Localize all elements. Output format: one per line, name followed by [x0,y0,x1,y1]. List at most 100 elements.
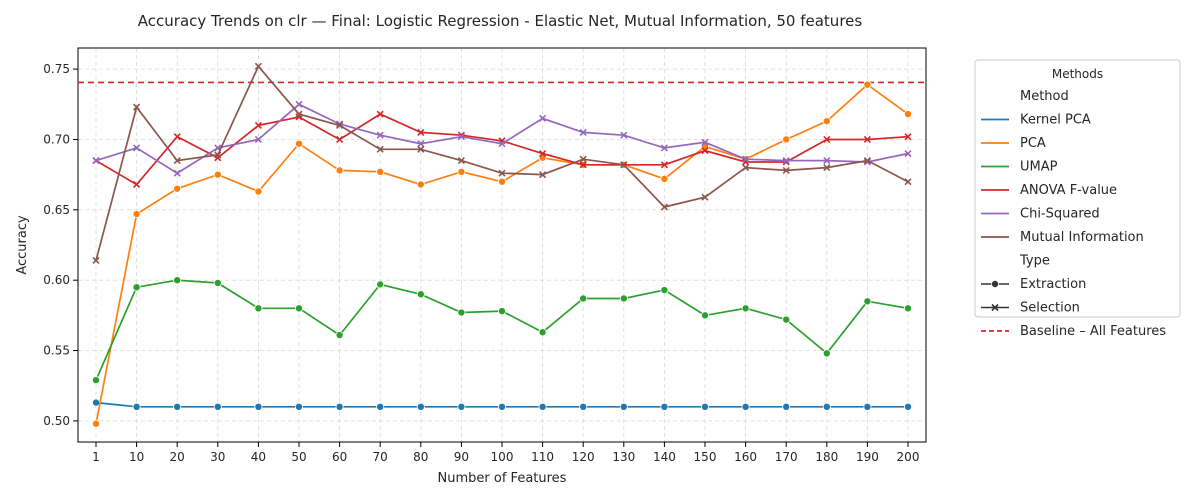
legend-title: Methods [1052,67,1103,81]
data-point [417,128,425,136]
data-point [335,166,344,175]
x-tick-label: 180 [815,450,838,464]
data-point [619,294,628,303]
data-point [213,278,222,287]
data-point [416,402,425,411]
data-point [782,157,790,165]
x-tick-label: 90 [454,450,469,464]
data-point [457,402,466,411]
data-point [863,80,872,89]
data-point [92,376,101,385]
legend-marker [991,279,1000,288]
legend-entry: Selection [1020,301,1080,316]
data-point [701,138,709,146]
data-point [579,161,587,169]
series-chi-squared [92,100,912,177]
grid-lines [78,48,926,442]
y-axis-label: Accuracy [15,215,30,275]
data-point [497,402,506,411]
legend-entry: Mutual Information [1020,230,1144,245]
y-tick-label: 0.75 [43,62,70,76]
x-tick-label: 80 [413,450,428,464]
data-point [782,135,791,144]
data-point [376,145,384,153]
data-point [294,402,303,411]
legend-header-method: Method [1020,89,1069,104]
legend-entry: Kernel PCA [1020,113,1091,128]
data-point [457,308,466,317]
data-point [336,135,344,144]
x-tick-label: 70 [373,450,388,464]
data-point [539,149,547,158]
data-point [660,174,669,183]
data-point [173,133,181,141]
data-point [579,128,587,136]
data-point [619,402,628,411]
x-tick-label: 100 [491,450,514,464]
data-point [660,144,668,152]
data-point [132,402,141,411]
data-point [620,131,628,139]
data-point [133,103,141,111]
x-tick-label: 160 [734,450,757,464]
data-point [863,157,871,165]
data-point [335,402,344,411]
data-point [904,178,912,186]
data-point [173,184,182,193]
data-point [701,311,710,320]
data-point [538,402,547,411]
data-point [620,161,628,169]
data-point [132,210,141,219]
data-point [863,402,872,411]
legend-entry: Chi-Squared [1020,207,1100,222]
data-point [822,349,831,358]
legend-entry: Baseline – All Features [1020,324,1166,339]
legend-entry: UMAP [1020,160,1058,175]
data-point [133,144,141,152]
data-point [782,166,790,174]
data-point [254,187,263,196]
series-umap [92,276,913,385]
data-point [579,294,588,303]
data-point [701,147,709,155]
data-point [295,100,303,108]
legend-marker [991,303,999,312]
legend-header-type: Type [1019,254,1050,269]
data-point [497,307,506,316]
x-tick-label: 10 [129,450,144,464]
data-point [417,145,425,153]
axes: 1 10 20 30 40 50 60 70 80 90 100 110 120 130 140 150 160… [43,62,919,464]
data-point [92,256,100,265]
data-point [376,402,385,411]
data-point [660,286,669,295]
legend-entry: PCA [1020,136,1046,151]
data-point [92,398,101,407]
legend-box [974,59,1181,318]
data-point [904,149,912,158]
data-point [904,110,913,119]
data-point [823,157,831,165]
chart-title: Accuracy Trends on clr — Final: Logistic… [138,12,863,30]
data-point [173,402,182,411]
data-point [904,402,913,411]
data-point [173,157,181,165]
data-point [742,155,750,163]
data-point [863,297,872,306]
series-group [92,62,913,428]
data-point [457,157,465,165]
x-tick-label: 200 [897,450,920,464]
data-point [294,304,303,313]
data-point [863,158,871,166]
x-tick-label: 20 [170,450,185,464]
data-point [133,180,141,189]
x-tick-label: 60 [332,450,347,464]
data-point [742,164,750,172]
data-point [539,171,547,179]
data-point [254,62,262,70]
x-tick-label: 190 [856,450,879,464]
y-tick-label: 0.50 [43,414,70,428]
data-point [498,140,506,148]
data-point [92,419,101,428]
data-point [701,193,709,201]
